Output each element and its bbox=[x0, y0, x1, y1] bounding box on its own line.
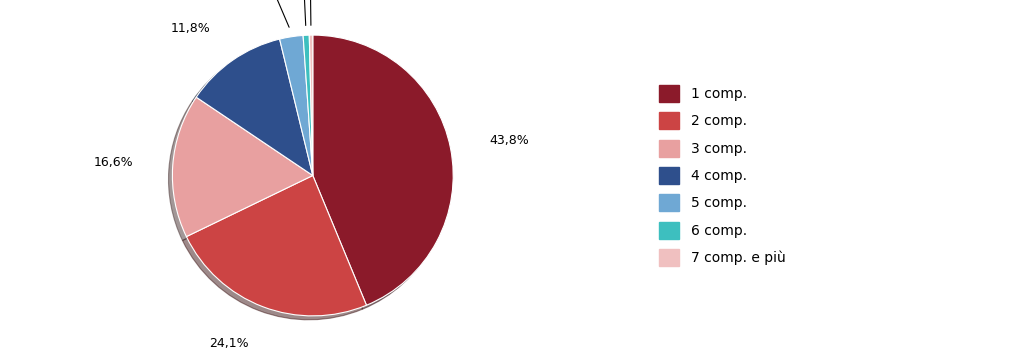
Wedge shape bbox=[310, 35, 313, 176]
Text: 16,6%: 16,6% bbox=[94, 156, 133, 169]
Text: 0,7%: 0,7% bbox=[288, 0, 319, 26]
Text: 11,8%: 11,8% bbox=[171, 21, 210, 35]
Legend: 1 comp., 2 comp., 3 comp., 4 comp., 5 comp., 6 comp., 7 comp. e più: 1 comp., 2 comp., 3 comp., 4 comp., 5 co… bbox=[652, 78, 792, 273]
Wedge shape bbox=[313, 35, 453, 305]
Wedge shape bbox=[279, 35, 313, 176]
Wedge shape bbox=[197, 39, 313, 176]
Text: 0,4%: 0,4% bbox=[295, 0, 326, 25]
Wedge shape bbox=[173, 97, 313, 237]
Wedge shape bbox=[187, 176, 366, 316]
Text: 43,8%: 43,8% bbox=[489, 134, 529, 147]
Text: 24,1%: 24,1% bbox=[209, 337, 249, 350]
Wedge shape bbox=[303, 35, 313, 176]
Text: 2,7%: 2,7% bbox=[249, 0, 290, 27]
